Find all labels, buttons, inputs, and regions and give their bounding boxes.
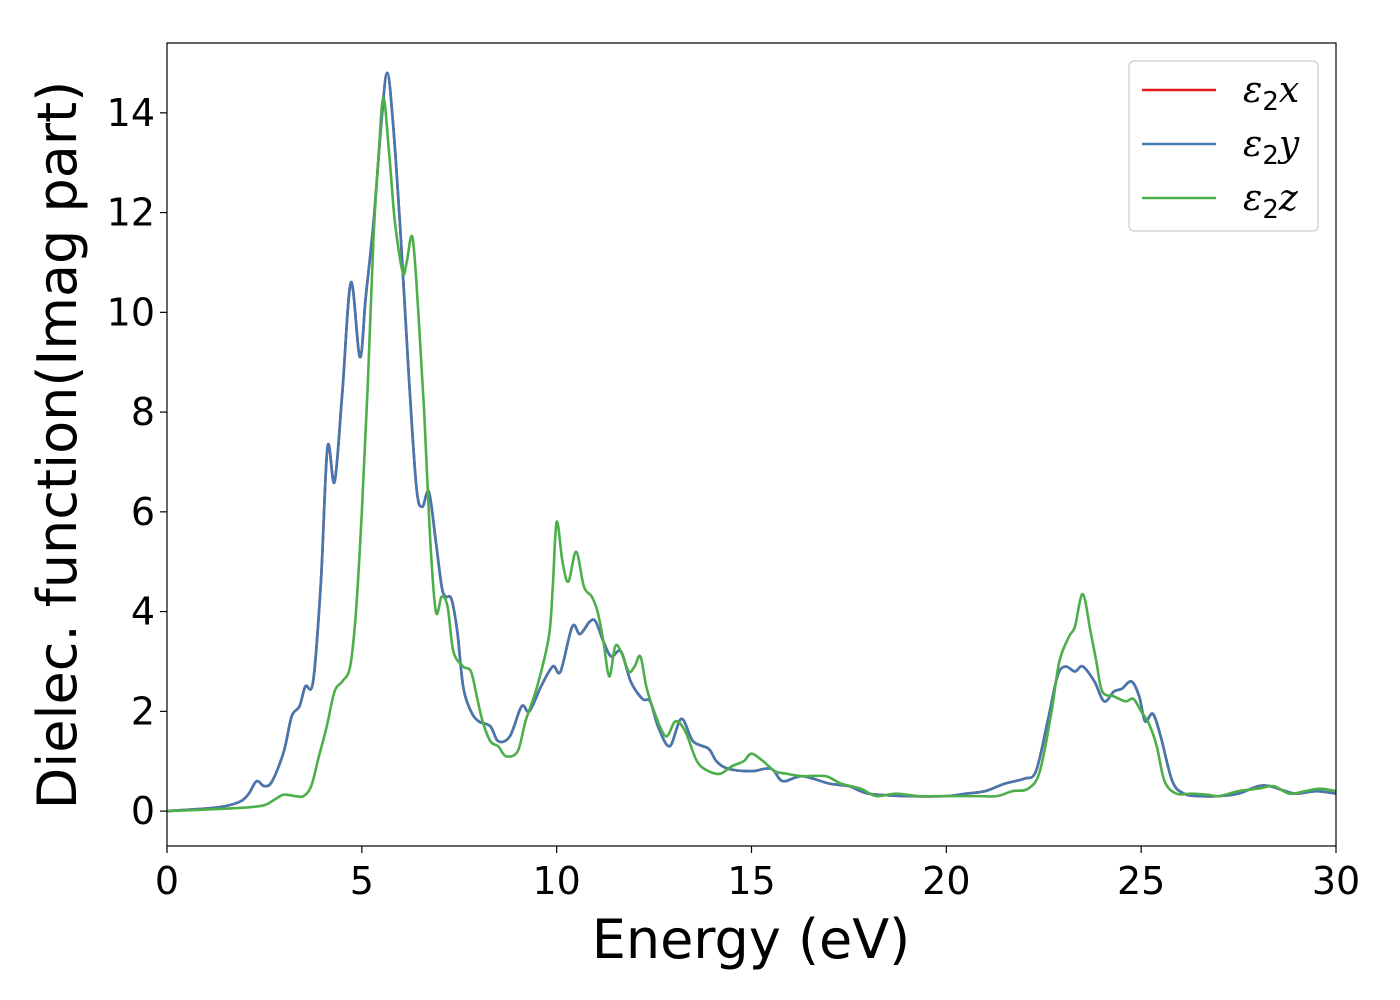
y-tick-label: 14 bbox=[107, 91, 155, 135]
series-line-eps2y bbox=[167, 71, 1336, 813]
y-tick-label: 0 bbox=[131, 789, 155, 833]
x-axis: 0 5 10 15 20 25 30 bbox=[155, 846, 1360, 903]
x-tick-label: 30 bbox=[1312, 859, 1360, 903]
x-tick-label: 0 bbox=[155, 859, 179, 903]
x-tick-label: 15 bbox=[727, 859, 775, 903]
legend-box bbox=[1128, 60, 1319, 232]
legend: ε2x ε2y ε2z bbox=[1128, 60, 1319, 232]
y-tick-label: 8 bbox=[131, 390, 155, 434]
y-tick-label: 2 bbox=[131, 689, 155, 733]
y-tick-label: 10 bbox=[107, 290, 155, 334]
legend-label-eps2y: ε2y bbox=[1243, 124, 1300, 171]
x-tick-label: 20 bbox=[922, 859, 970, 903]
series-layer bbox=[167, 71, 1336, 813]
x-tick-label: 25 bbox=[1117, 859, 1165, 903]
y-axis-label: Dielec. function(Imag part) bbox=[26, 81, 89, 810]
y-tick-label: 12 bbox=[107, 191, 155, 235]
x-tick-label: 5 bbox=[350, 859, 374, 903]
x-tick-label: 10 bbox=[532, 859, 580, 903]
y-tick-label: 4 bbox=[131, 590, 155, 634]
legend-label-eps2z: ε2z bbox=[1243, 178, 1299, 225]
series-line-eps2z bbox=[167, 96, 1336, 813]
y-axis: 0 2 4 6 8 10 12 14 bbox=[107, 91, 167, 833]
y-tick-label: 6 bbox=[131, 490, 155, 534]
legend-label-eps2x: ε2x bbox=[1243, 70, 1299, 117]
x-axis-label: Energy (eV) bbox=[592, 908, 911, 971]
